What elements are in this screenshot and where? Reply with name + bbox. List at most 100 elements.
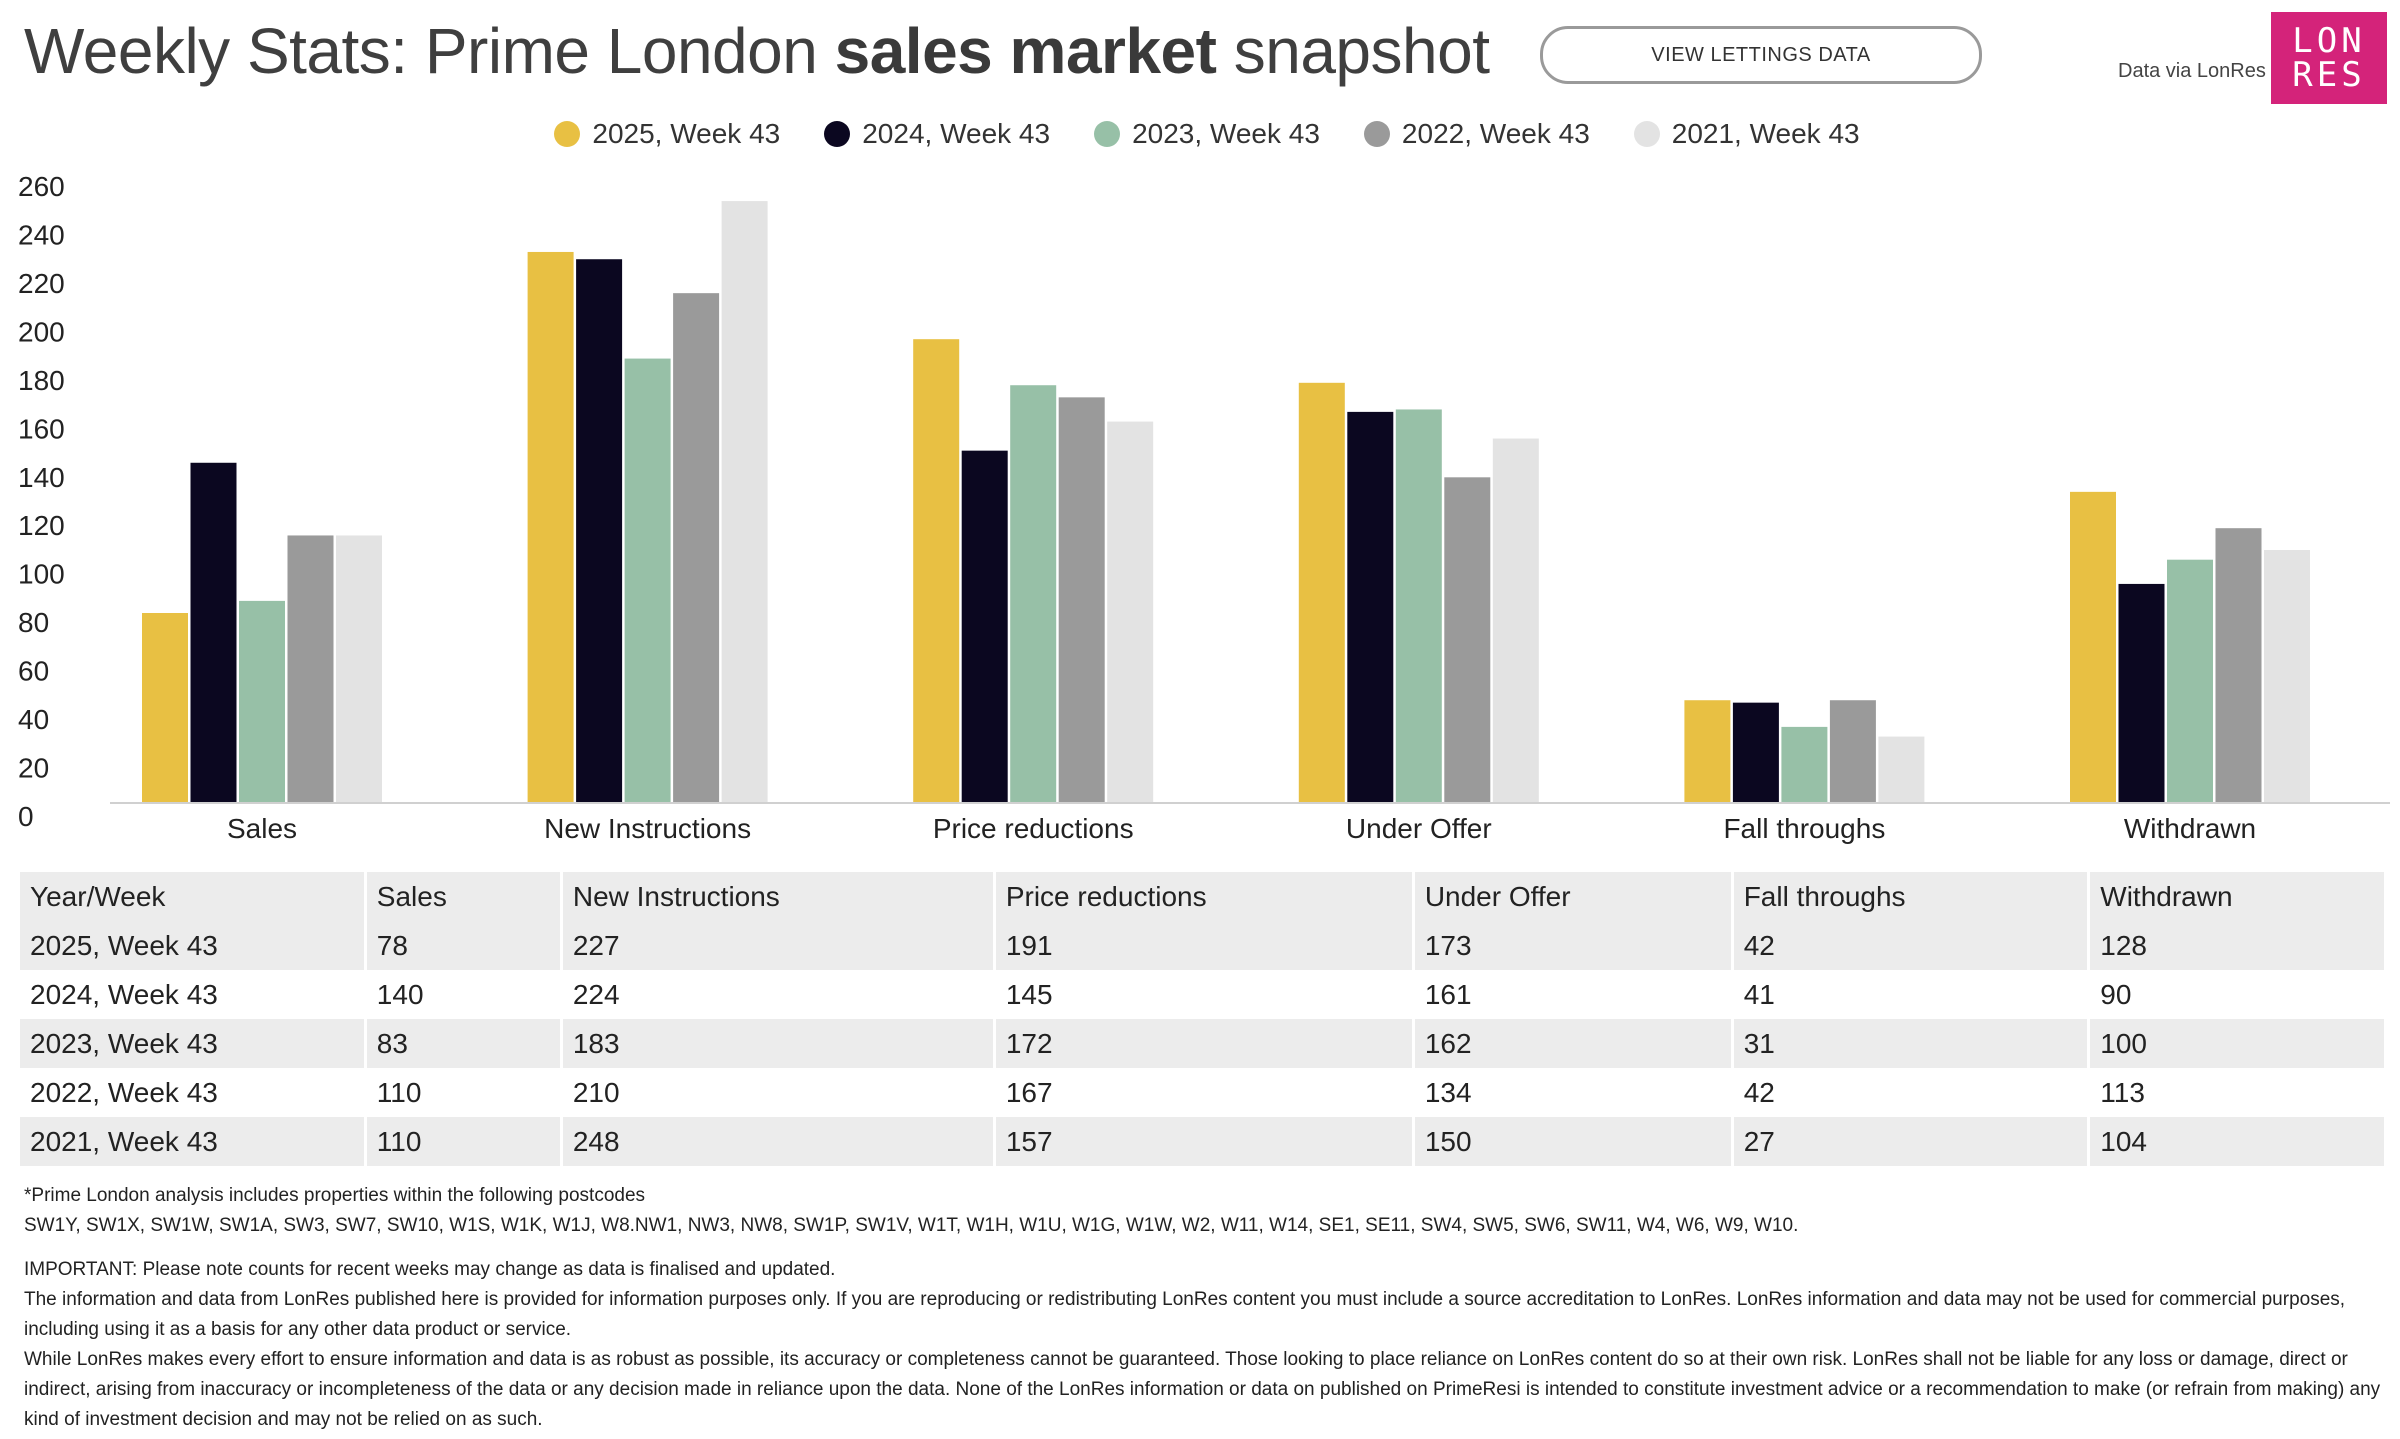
bar[interactable] xyxy=(721,201,768,803)
table-cell: 2025, Week 43 xyxy=(20,921,367,970)
legend-swatch xyxy=(554,121,581,147)
table-cell: 2024, Week 43 xyxy=(20,970,367,1019)
bar[interactable] xyxy=(624,358,671,802)
column-header: Under Offer xyxy=(1413,872,1734,921)
table-cell: 183 xyxy=(561,1019,996,1068)
bar[interactable] xyxy=(1732,702,1779,802)
title-emphasis: sales market xyxy=(834,15,1217,87)
column-header: Price reductions xyxy=(994,872,1415,921)
logo-line-1: LON xyxy=(2292,21,2366,61)
table-cell: 210 xyxy=(561,1068,996,1117)
bar[interactable] xyxy=(2070,491,2116,802)
table-cell: 42 xyxy=(1732,1068,2091,1117)
table-cell: 90 xyxy=(2088,970,2387,1019)
bar[interactable] xyxy=(2118,583,2165,802)
y-tick-label: 220 xyxy=(18,268,65,299)
page-title: Weekly Stats: Prime London sales market … xyxy=(24,14,1490,88)
table-cell: 227 xyxy=(561,921,996,970)
legend-label: 2025, Week 43 xyxy=(592,118,781,149)
bar[interactable] xyxy=(1347,411,1394,802)
legend-swatch xyxy=(824,121,851,147)
bar[interactable] xyxy=(576,259,623,802)
y-tick-label: 40 xyxy=(18,704,49,735)
bar[interactable] xyxy=(1107,421,1154,802)
footnotes: *Prime London analysis includes properti… xyxy=(24,1181,2384,1435)
y-tick-label: 140 xyxy=(18,462,65,493)
legend-item[interactable]: 2023, Week 43 xyxy=(1094,118,1320,150)
legend-swatch xyxy=(1363,121,1390,147)
bar[interactable] xyxy=(1492,438,1539,802)
postcodes-intro: *Prime London analysis includes properti… xyxy=(24,1185,646,1206)
logo-line-2: RES xyxy=(2292,55,2366,95)
legend-label: 2021, Week 43 xyxy=(1671,118,1860,149)
bar[interactable] xyxy=(190,462,237,802)
table-cell: 145 xyxy=(994,970,1415,1019)
bar[interactable] xyxy=(1878,736,1925,802)
table-cell: 140 xyxy=(365,970,563,1019)
legend-item[interactable]: 2021, Week 43 xyxy=(1633,118,1860,150)
table-cell: 104 xyxy=(2088,1117,2387,1166)
bar[interactable] xyxy=(2264,550,2310,802)
bar[interactable] xyxy=(961,450,1008,802)
y-tick-label: 80 xyxy=(18,607,49,638)
table-cell: 100 xyxy=(2088,1019,2387,1068)
y-tick-label: 180 xyxy=(18,365,65,396)
y-tick-label: 20 xyxy=(18,753,49,784)
y-tick-label: 200 xyxy=(18,316,65,347)
table-row: 2024, Week 43 140 224 145 161 41 90 xyxy=(20,970,2387,1019)
legend-swatch xyxy=(1633,121,1660,147)
table-row: 2023, Week 43 83 183 172 162 31 100 xyxy=(20,1019,2387,1068)
bar[interactable] xyxy=(913,339,960,802)
bar[interactable] xyxy=(1829,700,1876,802)
bar[interactable] xyxy=(239,600,285,802)
bar[interactable] xyxy=(1781,726,1828,802)
legend-item[interactable]: 2025, Week 43 xyxy=(554,118,780,150)
x-tick-label: Under Offer xyxy=(1346,813,1492,844)
table-row: 2022, Week 43 110 210 167 134 42 113 xyxy=(20,1068,2387,1117)
bar[interactable] xyxy=(2215,528,2262,802)
y-tick-label: 120 xyxy=(18,510,65,541)
table-cell: 173 xyxy=(1413,921,1734,970)
y-tick-label: 60 xyxy=(18,656,49,687)
table-header-row: Year/Week Sales New Instructions Price redu… xyxy=(20,872,2387,921)
title-suffix: snapshot xyxy=(1216,15,1490,87)
y-tick-label: 260 xyxy=(18,171,65,202)
x-tick-label: Withdrawn xyxy=(2124,813,2256,844)
bar[interactable] xyxy=(1395,409,1442,802)
table-cell: 113 xyxy=(2088,1068,2387,1117)
bar[interactable] xyxy=(1010,385,1057,802)
bar[interactable] xyxy=(1684,700,1731,802)
bar[interactable] xyxy=(287,535,334,802)
y-tick-label: 0 xyxy=(18,801,34,832)
legend-swatch xyxy=(1094,121,1121,147)
legend-item[interactable]: 2022, Week 43 xyxy=(1363,118,1590,150)
x-tick-label: Sales xyxy=(227,813,297,844)
bar[interactable] xyxy=(1298,382,1345,802)
table-row: 2025, Week 43 78 227 191 173 42 128 xyxy=(20,921,2387,970)
table-cell: 2023, Week 43 xyxy=(20,1019,367,1068)
view-lettings-button[interactable]: VIEW LETTINGS DATA xyxy=(1540,26,1982,84)
table-cell: 167 xyxy=(994,1068,1415,1117)
table-cell: 31 xyxy=(1732,1019,2091,1068)
column-header: New Instructions xyxy=(561,872,996,921)
bar[interactable] xyxy=(673,293,720,802)
bar[interactable] xyxy=(1058,397,1105,802)
legend-label: 2022, Week 43 xyxy=(1401,118,1590,149)
table-cell: 134 xyxy=(1413,1068,1734,1117)
table-cell: 172 xyxy=(994,1019,1415,1068)
bar[interactable] xyxy=(527,251,574,802)
table-cell: 110 xyxy=(365,1117,563,1166)
bar[interactable] xyxy=(336,535,382,802)
x-tick-label: New Instructions xyxy=(544,813,751,844)
bar[interactable] xyxy=(1444,477,1491,802)
x-tick-label: Fall throughs xyxy=(1723,813,1885,844)
table-cell: 128 xyxy=(2088,921,2387,970)
lonres-logo[interactable]: LON RES xyxy=(2271,12,2387,104)
disclaimer-note: While LonRes makes every effort to ensur… xyxy=(24,1349,2381,1430)
bar[interactable] xyxy=(2167,559,2213,802)
table-cell: 161 xyxy=(1413,970,1734,1019)
table-cell: 110 xyxy=(365,1068,563,1117)
table-cell: 157 xyxy=(994,1117,1415,1166)
bar[interactable] xyxy=(142,613,188,802)
legend-item[interactable]: 2024, Week 43 xyxy=(824,118,1050,150)
